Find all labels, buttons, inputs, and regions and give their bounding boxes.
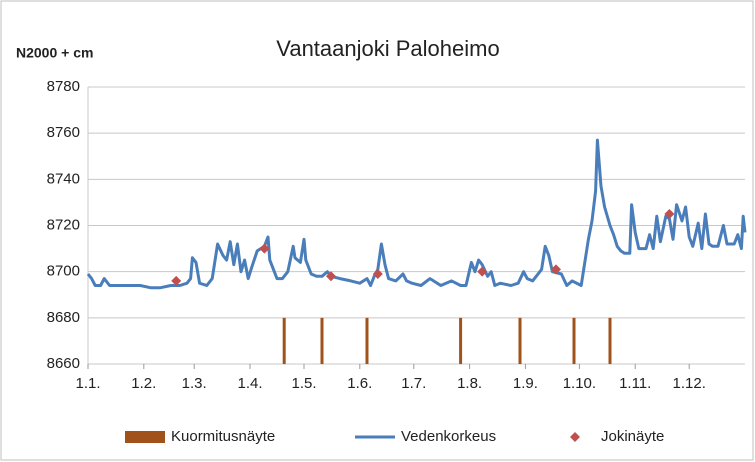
x-tick-label: 1.6.: [347, 375, 372, 392]
marker: [477, 266, 488, 277]
bar: [459, 317, 463, 364]
x-tick-label: 1.12.: [673, 375, 706, 392]
x-tick-label: 1.5.: [291, 375, 316, 392]
x-tick-label: 1.1.: [75, 375, 100, 392]
x-tick-label: 1.7.: [401, 375, 426, 392]
bar: [282, 317, 286, 364]
bar: [320, 317, 324, 364]
bar: [572, 317, 576, 364]
y-tick-label: 8780: [47, 78, 80, 95]
x-tick-label: 1.10.: [563, 375, 596, 392]
bar: [518, 317, 522, 364]
y-tick-label: 8740: [47, 170, 80, 187]
x-tick-label: 1.9.: [513, 375, 538, 392]
y-tick-label: 8760: [47, 124, 80, 141]
legend-label: Vedenkorkeus: [401, 428, 496, 445]
y-tick-label: 8660: [47, 355, 80, 372]
marker: [372, 268, 383, 279]
x-tick-label: 1.4.: [237, 375, 262, 392]
legend-label: Kuormitusnäyte: [171, 428, 275, 445]
x-tick-label: 1.3.: [182, 375, 207, 392]
marker: [171, 275, 182, 286]
bar: [365, 317, 369, 364]
x-tick-label: 1.11.: [619, 375, 651, 392]
marker: [259, 243, 270, 254]
marker: [326, 271, 336, 282]
legend-swatch: [125, 431, 165, 443]
line: [86, 138, 747, 290]
bar: [608, 317, 612, 364]
y-tick-label: 8720: [47, 216, 80, 233]
y-tick-label: 8680: [47, 309, 80, 326]
chart-title: Vantaanjoki Paloheimo: [276, 36, 499, 61]
legend-swatch: [570, 432, 580, 442]
marker: [551, 264, 561, 275]
x-tick-label: 1.8.: [457, 375, 482, 392]
x-tick-label: 1.2.: [131, 375, 156, 392]
y-tick-label: 8700: [47, 263, 80, 280]
marker: [664, 208, 675, 219]
legend-label: Jokinäyte: [601, 428, 664, 445]
y-axis-label: N2000 + cm: [16, 45, 93, 61]
